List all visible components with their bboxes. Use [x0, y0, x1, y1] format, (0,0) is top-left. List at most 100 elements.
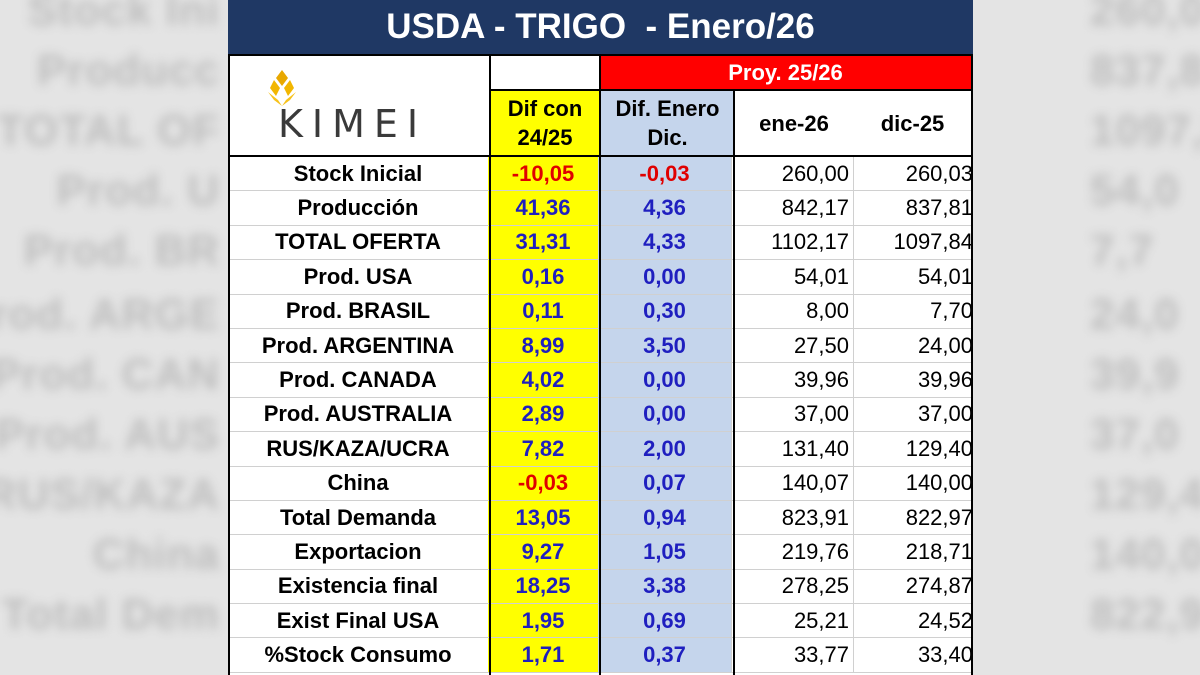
- dif-prev-value: 1,95: [488, 604, 598, 638]
- dif-month-value: 0,00: [598, 363, 732, 397]
- table-title: USDA - TRIGO - Enero/26: [228, 0, 973, 54]
- dif-prev-value: 7,82: [488, 432, 598, 466]
- header-dif-month: Dif. Enero Dic.: [601, 91, 734, 155]
- row-label: Stock Inicial: [228, 157, 488, 191]
- ghost-value: 822,9: [1090, 590, 1200, 640]
- border-right: [971, 54, 973, 675]
- dif-month-value: 3,50: [598, 328, 732, 362]
- row-label: %Stock Consumo: [228, 638, 488, 672]
- dic-value: 24,00: [854, 328, 974, 362]
- row-label: Existencia final: [228, 569, 488, 603]
- dic-value: 33,40: [854, 638, 974, 672]
- ghost-value: 1097,8: [1090, 106, 1200, 156]
- ghost-value: 24,0: [1090, 290, 1180, 340]
- divider-title: [228, 54, 973, 56]
- divider-header: [490, 89, 973, 91]
- dif-month-value: 3,38: [598, 569, 732, 603]
- kimei-logo: KIMEI: [228, 56, 488, 156]
- row-label: TOTAL OFERTA: [228, 225, 488, 259]
- header-dif-prev: Dif con 24/25: [490, 91, 600, 155]
- ghost-label: Prod. CAN: [0, 350, 220, 400]
- row-label: Exportacion: [228, 535, 488, 569]
- dic-value: 7,70: [854, 294, 974, 328]
- ghost-value: 260,0: [1090, 0, 1200, 36]
- ene-value: 131,40: [732, 432, 854, 466]
- row-label: Producción: [228, 191, 488, 225]
- ene-value: 8,00: [732, 294, 854, 328]
- ghost-label: Total Dem: [2, 590, 220, 640]
- dif-prev-value: 1,71: [488, 638, 598, 672]
- ghost-label: Prod. ARGE: [0, 290, 220, 340]
- ghost-label: Prod. BR: [24, 226, 220, 276]
- dif-month-value: 0,69: [598, 604, 732, 638]
- brand-name: KIMEI: [278, 102, 427, 146]
- ghost-label: China: [93, 530, 220, 580]
- ene-value: 1102,17: [732, 225, 854, 259]
- dif-prev-value: 8,99: [488, 328, 598, 362]
- ene-value: 823,91: [732, 500, 854, 534]
- ene-value: 33,77: [732, 638, 854, 672]
- dic-value: 837,81: [854, 191, 974, 225]
- ghost-label: Prod. U: [57, 166, 220, 216]
- ghost-value: 837,8: [1090, 46, 1200, 96]
- row-label: Prod. USA: [228, 260, 488, 294]
- row-label: Total Demanda: [228, 500, 488, 534]
- dif-prev-value: 41,36: [488, 191, 598, 225]
- border-left: [228, 54, 230, 675]
- row-label: Prod. BRASIL: [228, 294, 488, 328]
- row-label: RUS/KAZA/UCRA: [228, 432, 488, 466]
- divider-dif-month: [733, 89, 735, 675]
- ghost-value: 37,0: [1090, 410, 1180, 460]
- ene-value: 842,17: [732, 191, 854, 225]
- dif-month-value: 0,37: [598, 638, 732, 672]
- dic-value: 140,00: [854, 466, 974, 500]
- divider-dif-prev: [599, 56, 601, 675]
- dif-prev-value: 4,02: [488, 363, 598, 397]
- dif-month-value: -0,03: [598, 157, 732, 191]
- ene-value: 37,00: [732, 397, 854, 431]
- dic-value: 822,97: [854, 500, 974, 534]
- row-label: China: [228, 466, 488, 500]
- ene-value: 54,01: [732, 260, 854, 294]
- header-dif-prev-line1: Dif con: [508, 94, 583, 123]
- dic-value: 39,96: [854, 363, 974, 397]
- ghost-value: 39,9: [1090, 350, 1180, 400]
- dic-value: 129,40: [854, 432, 974, 466]
- wheat-table-card: USDA - TRIGO - Enero/26 KIMEI Proy. 25/2…: [228, 0, 973, 675]
- ene-value: 219,76: [732, 535, 854, 569]
- ghost-label: Prod. AUS: [0, 410, 220, 460]
- ene-value: 27,50: [732, 328, 854, 362]
- dif-prev-value: 9,27: [488, 535, 598, 569]
- dic-value: 274,87: [854, 569, 974, 603]
- dic-value: 24,52: [854, 604, 974, 638]
- dic-value: 218,71: [854, 535, 974, 569]
- header-dif-prev-line2: 24/25: [517, 123, 572, 152]
- dif-month-value: 0,00: [598, 397, 732, 431]
- ghost-value: 7,7: [1090, 226, 1154, 276]
- ghost-label: Stock Ini: [28, 0, 220, 36]
- row-label: Prod. AUSTRALIA: [228, 397, 488, 431]
- dif-month-value: 0,07: [598, 466, 732, 500]
- ghost-value: 140,0: [1090, 530, 1200, 580]
- dif-prev-value: -0,03: [488, 466, 598, 500]
- ene-value: 140,07: [732, 466, 854, 500]
- dif-prev-value: 0,11: [488, 294, 598, 328]
- row-label: Prod. CANADA: [228, 363, 488, 397]
- dif-prev-value: 0,16: [488, 260, 598, 294]
- header-ene: ene-26: [735, 91, 853, 155]
- header-dif-month-line1: Dif. Enero: [616, 94, 720, 123]
- divider-label: [489, 56, 491, 675]
- ghost-label: TOTAL OF: [0, 106, 220, 156]
- dic-value: 1097,84: [854, 225, 974, 259]
- proyeccion-header: Proy. 25/26: [600, 56, 971, 89]
- dic-value: 260,03: [854, 157, 974, 191]
- dif-month-value: 4,33: [598, 225, 732, 259]
- dif-month-value: 0,30: [598, 294, 732, 328]
- dif-prev-value: 13,05: [488, 500, 598, 534]
- ene-value: 260,00: [732, 157, 854, 191]
- dif-prev-value: 2,89: [488, 397, 598, 431]
- row-label: Exist Final USA: [228, 604, 488, 638]
- dif-prev-value: 18,25: [488, 569, 598, 603]
- ene-value: 25,21: [732, 604, 854, 638]
- dic-value: 37,00: [854, 397, 974, 431]
